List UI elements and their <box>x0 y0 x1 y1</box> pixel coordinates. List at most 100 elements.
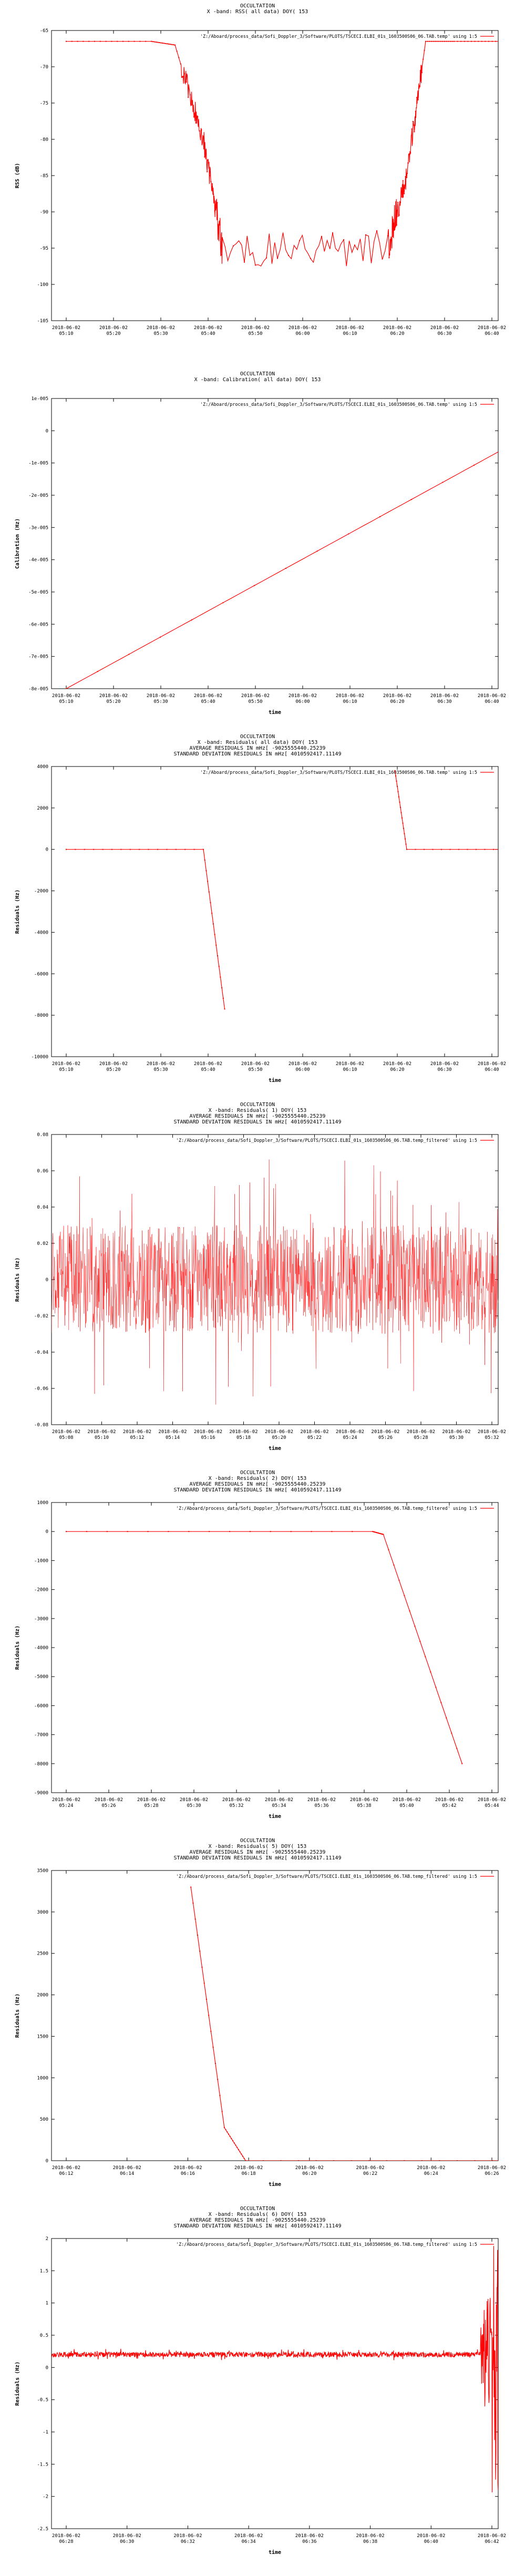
chart-7-ytick-label-8: -1.5 <box>37 2462 48 2467</box>
chart-6-ytick-label-4: 2000 <box>37 1993 48 1998</box>
chart-3-ytick-label-1: 4000 <box>37 764 48 770</box>
chart-6-series-1-point <box>225 2129 226 2131</box>
chart-5-series-1-point <box>106 1531 108 1532</box>
chart-5-ytick-label-8: -6000 <box>34 1703 48 1709</box>
chart-6-series-1-point <box>190 1886 192 1888</box>
chart-1-series-1-point <box>397 201 399 203</box>
chart-5-title-line-2: X -band: Residuals( 2) DOY( 153 <box>209 1476 307 1481</box>
chart-1-xtick-label-4: 2018-06-02 05:40 <box>194 325 222 336</box>
chart-1-series-1-point <box>152 41 153 43</box>
chart-1-series-1-point <box>424 49 425 51</box>
chart-1-series-1-point <box>387 235 388 237</box>
chart-2-series-1-point <box>348 533 349 535</box>
chart-3-xtick-label-2: 2018-06-02 05:20 <box>99 1061 128 1072</box>
chart-1-series-1-point <box>488 40 489 42</box>
chart-1-series-1-point <box>395 226 396 228</box>
chart-2-series-1-point <box>222 602 224 604</box>
chart-7-ytick-label-7: -1 <box>43 2430 48 2435</box>
chart-3-series-1-point <box>203 849 204 850</box>
chart-2-xtick-label-3: 2018-06-02 05:30 <box>147 693 175 704</box>
chart-6-ytick-label-1: 3500 <box>37 1868 48 1874</box>
chart-2-series-1-point <box>66 688 67 689</box>
chart-6-title-line-2: X -band: Residuals( 5) DOY( 153 <box>209 1844 307 1849</box>
chart-1-series-1-point <box>506 41 507 42</box>
chart-5-data-area <box>66 1531 463 1764</box>
chart-4-data-area <box>52 1159 498 1405</box>
chart-2-series-1-point <box>285 568 286 569</box>
chart-3-series-2-point <box>400 812 402 813</box>
chart-2-legend-text: 'Z:/Aboard/process_data/Sofi_Doppler_3/S… <box>200 402 477 407</box>
chart-1-series-1-point <box>174 44 176 46</box>
chart-1-series-1-point <box>173 44 174 46</box>
chart-1-ytick-label-7: -95 <box>40 246 48 251</box>
chart-2-series-1-point <box>254 585 255 586</box>
chart-3-xlabel: time <box>269 1077 281 1083</box>
chart-6-series-1-point <box>229 2135 231 2137</box>
chart-2-series-1-point <box>473 464 475 466</box>
chart-6-series-1-point <box>223 2127 225 2128</box>
chart-7-xtick-label-5: 2018-06-02 06:36 <box>295 2533 324 2544</box>
chart-1-series-1-point <box>94 40 95 42</box>
chart-2-xtick-label-4: 2018-06-02 05:40 <box>194 693 222 704</box>
chart-3-series-2-point <box>441 849 442 850</box>
chart-5-ytick-label-9: -7000 <box>34 1733 48 1738</box>
chart-6-series-1-point <box>474 2160 476 2161</box>
chart-1-series-1-point <box>511 88 512 89</box>
chart-1-series-1-point <box>244 261 245 263</box>
chart-6-series-1-line <box>190 1887 498 2161</box>
chart-1-ytick-label-4: -80 <box>40 137 48 142</box>
chart-1-series-1-point <box>405 176 406 177</box>
chart-1-series-1-point <box>401 196 403 198</box>
chart-1-series-1-point <box>448 40 449 42</box>
chart-3-series-1-point <box>120 849 122 850</box>
chart-1-series-1-point <box>406 177 407 178</box>
chart-5-series-1-point <box>456 1747 458 1749</box>
chart-6-xtick-label-3: 2018-06-02 06:16 <box>173 2165 202 2176</box>
chart-1-series-1-line <box>66 41 498 267</box>
chart-1-series-1-point <box>156 42 157 43</box>
chart-3-series-2-point <box>399 801 400 803</box>
chart-7-series-1-line <box>52 2246 498 2492</box>
chart-4-ytick-label-2: 0.06 <box>37 1169 48 1174</box>
chart-5-ytick-label-2: 0 <box>46 1529 48 1535</box>
chart-3-series-2-line <box>394 770 498 850</box>
chart-6-ytick-label-6: 1000 <box>37 2076 48 2081</box>
chart-2-ytick-label-10: -8e-005 <box>28 687 48 692</box>
chart-5-legend-text: 'Z:/Aboard/process_data/Sofi_Doppler_3/S… <box>176 1506 477 1511</box>
chart-1-series-1-point <box>509 72 510 73</box>
chart-1-series-1-point <box>170 44 171 45</box>
chart-3-series-2-point <box>396 780 397 782</box>
chart-4-xtick-label-10: 2018-06-02 05:26 <box>371 1429 399 1440</box>
chart-3-series-2-point <box>405 843 407 845</box>
chart-1-series-1-point <box>425 40 426 42</box>
chart-1-series-1-point <box>411 128 413 130</box>
chart-1-series-1-point <box>444 40 445 42</box>
chart-6-ytick-label-8: 0 <box>46 2159 48 2164</box>
chart-1-series-1-point <box>182 76 183 78</box>
chart-6-series-1-point <box>245 2160 246 2161</box>
chart-6-xtick-label-4: 2018-06-02 06:18 <box>234 2165 263 2176</box>
chart-6-series-1-point <box>203 1982 205 1984</box>
chart-5-series-1-point <box>430 1671 431 1673</box>
chart-3-series-1-point <box>212 923 214 925</box>
chart-6-series-1-point <box>457 2160 458 2161</box>
chart-6-ytick-label-3: 2500 <box>37 1951 48 1957</box>
chart-2-series-1-point <box>316 550 318 552</box>
chart-1-series-1-point <box>208 162 209 163</box>
chart-2-series-1-point <box>97 671 98 672</box>
chart-4-ytick-label-8: -0.06 <box>34 1386 48 1392</box>
chart-5-series-1-point <box>209 1531 210 1532</box>
chart-5-series-1-point <box>378 1532 380 1534</box>
chart-6-xtick-label-2: 2018-06-02 06:14 <box>113 2165 141 2176</box>
chart-1-series-1-point <box>442 40 444 42</box>
chart-3-series-2-point <box>394 770 396 771</box>
chart-1-series-1-point <box>394 229 395 231</box>
chart-3-series-1-point <box>214 934 215 935</box>
chart-1-xtick-label-3: 2018-06-02 05:30 <box>147 325 175 336</box>
chart-1-series-1-point <box>354 244 355 246</box>
chart-5-series-1-point <box>425 1656 426 1658</box>
chart-3-ytick-label-2: 2000 <box>37 806 48 811</box>
chart-1-series-1-point <box>438 40 440 42</box>
